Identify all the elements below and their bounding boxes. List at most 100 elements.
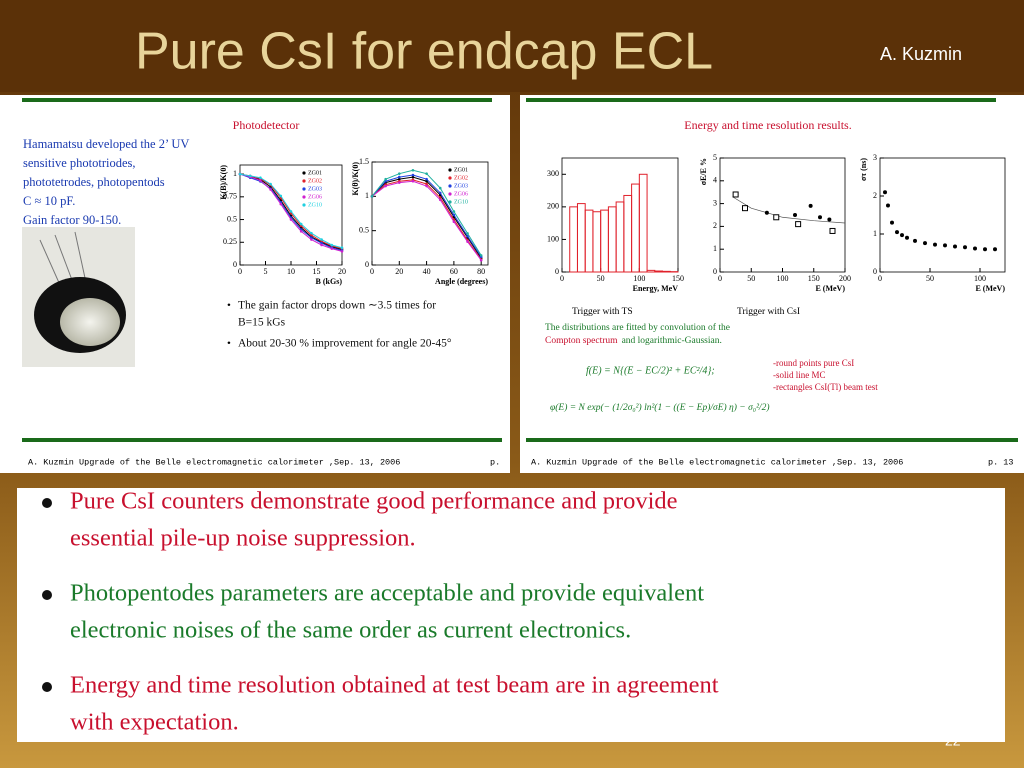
- point: [438, 191, 442, 195]
- bullet-dot: [42, 682, 52, 692]
- bullet-text: B=15 kGs: [238, 317, 286, 329]
- point: [425, 182, 428, 186]
- y-tick-label: 1: [873, 229, 877, 238]
- point: [330, 243, 334, 247]
- y-tick-label: 5: [713, 153, 717, 162]
- point: [452, 213, 456, 217]
- x-axis-label: Energy, MeV: [633, 284, 679, 293]
- point: [248, 174, 252, 178]
- round-point: [973, 246, 977, 251]
- x-tick-label: 50: [597, 274, 605, 283]
- x-tick-label: 0: [718, 274, 722, 283]
- point: [438, 186, 442, 190]
- y-tick-label: 2: [713, 221, 717, 230]
- y-tick-label: 300: [547, 169, 559, 178]
- x-tick-label: 5: [264, 267, 268, 276]
- x-tick-label: 20: [338, 267, 346, 276]
- y-tick-label: 1.5: [359, 157, 369, 166]
- point: [259, 176, 262, 180]
- point: [320, 241, 323, 245]
- point: [397, 177, 401, 181]
- y-axis-label: K(θ)/K(0): [351, 162, 360, 196]
- point: [466, 240, 469, 243]
- point: [425, 177, 428, 181]
- legend-marker: [302, 203, 306, 207]
- bullet-dot: •: [227, 338, 231, 350]
- round-point: [913, 238, 917, 243]
- x-tick-label: 150: [808, 274, 820, 283]
- conclusions-box-edge: [17, 732, 1005, 742]
- round-point: [905, 235, 909, 240]
- formula: f(E) = N{(E − EC/2)² + EC²/4};: [586, 365, 715, 376]
- fit-line: [732, 196, 846, 224]
- y-tick-label: 0: [365, 260, 369, 269]
- x-axis-label: E (MeV): [815, 284, 845, 293]
- round-point: [808, 203, 813, 208]
- point: [425, 172, 428, 175]
- legend-label: ZG03: [454, 183, 468, 189]
- x-tick-label: 10: [287, 267, 295, 276]
- x-tick-label: 0: [238, 267, 242, 276]
- panel-heading: Photodetector: [233, 118, 300, 132]
- x-tick-label: 0: [878, 274, 882, 283]
- square-point: [732, 191, 739, 198]
- point: [279, 194, 283, 198]
- legend-label: ZG06: [308, 194, 322, 200]
- x-tick-label: 0: [370, 267, 374, 276]
- y-tick-label: 2: [873, 191, 877, 200]
- point: [310, 231, 313, 235]
- point: [279, 202, 283, 206]
- footer-page: p.: [490, 457, 500, 467]
- bullet-text: The gain factor drops down ∼3.5 times fo…: [238, 300, 436, 312]
- phototube-photo: [22, 227, 135, 367]
- round-point: [993, 247, 997, 252]
- point: [479, 254, 483, 257]
- point: [310, 236, 313, 240]
- formula: φ(E) = N exp(− (1/2σ₀²) ln²(1 − ((E − Ep…: [550, 402, 769, 413]
- y-axis-label: σE/E %: [699, 158, 708, 185]
- legend-label: ZG10: [308, 202, 322, 208]
- legend-marker: [302, 171, 306, 175]
- round-point: [943, 243, 947, 248]
- body-text: phototetrodes, photopentods: [23, 175, 165, 189]
- point: [438, 198, 442, 202]
- point: [438, 196, 442, 200]
- legend-label: ZG02: [454, 175, 468, 181]
- round-point: [983, 247, 987, 252]
- x-tick-label: 0: [560, 274, 564, 283]
- x-tick-label: 100: [777, 274, 789, 283]
- caption: Trigger with CsI: [737, 307, 800, 317]
- square-point: [795, 221, 802, 228]
- legend-marker: [302, 187, 306, 191]
- round-point: [900, 233, 904, 238]
- y-axis-label: στ (ns): [859, 158, 868, 181]
- point: [299, 222, 303, 226]
- body-text: Hamamatsu developed the 2’ UV: [23, 137, 189, 151]
- point: [452, 220, 456, 224]
- round-point: [793, 213, 797, 217]
- round-point: [895, 230, 899, 235]
- legend-label: ZG01: [454, 167, 468, 173]
- x-tick-label: 50: [926, 274, 934, 283]
- point: [397, 181, 401, 184]
- round-point: [883, 190, 887, 195]
- round-point: [886, 203, 890, 208]
- histogram-bar: [662, 270, 671, 273]
- y-tick-label: 0.25: [223, 237, 237, 246]
- y-tick-label: 200: [547, 202, 559, 211]
- round-point: [818, 215, 822, 220]
- y-tick-label: 0: [233, 260, 237, 269]
- plot-frame: [879, 157, 1006, 273]
- fit-text-red: Compton spectrum: [545, 336, 618, 346]
- point: [411, 173, 415, 177]
- x-tick-label: 60: [450, 267, 458, 276]
- x-tick-label: 20: [395, 267, 403, 276]
- conclusion-text: Pure CsI counters demonstrate good perfo…: [70, 488, 678, 515]
- histogram-bar: [654, 270, 664, 273]
- fit-text: The distributions are fitted by convolut…: [545, 322, 730, 333]
- point: [340, 246, 344, 250]
- x-tick-label: 200: [839, 274, 851, 283]
- footer: A. Kuzmin Upgrade of the Belle electroma…: [28, 457, 400, 467]
- round-point: [953, 244, 957, 249]
